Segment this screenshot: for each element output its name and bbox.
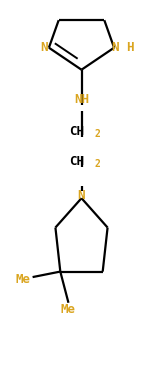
Text: Me: Me [15, 273, 30, 286]
Text: Me: Me [61, 302, 76, 316]
Text: CH: CH [69, 155, 84, 168]
Text: N H: N H [112, 41, 134, 54]
Text: N: N [40, 41, 48, 54]
Text: 2: 2 [95, 129, 101, 139]
Text: CH: CH [69, 125, 84, 138]
Text: N: N [78, 189, 85, 203]
Text: 2: 2 [95, 159, 101, 169]
Text: NH: NH [74, 93, 89, 106]
